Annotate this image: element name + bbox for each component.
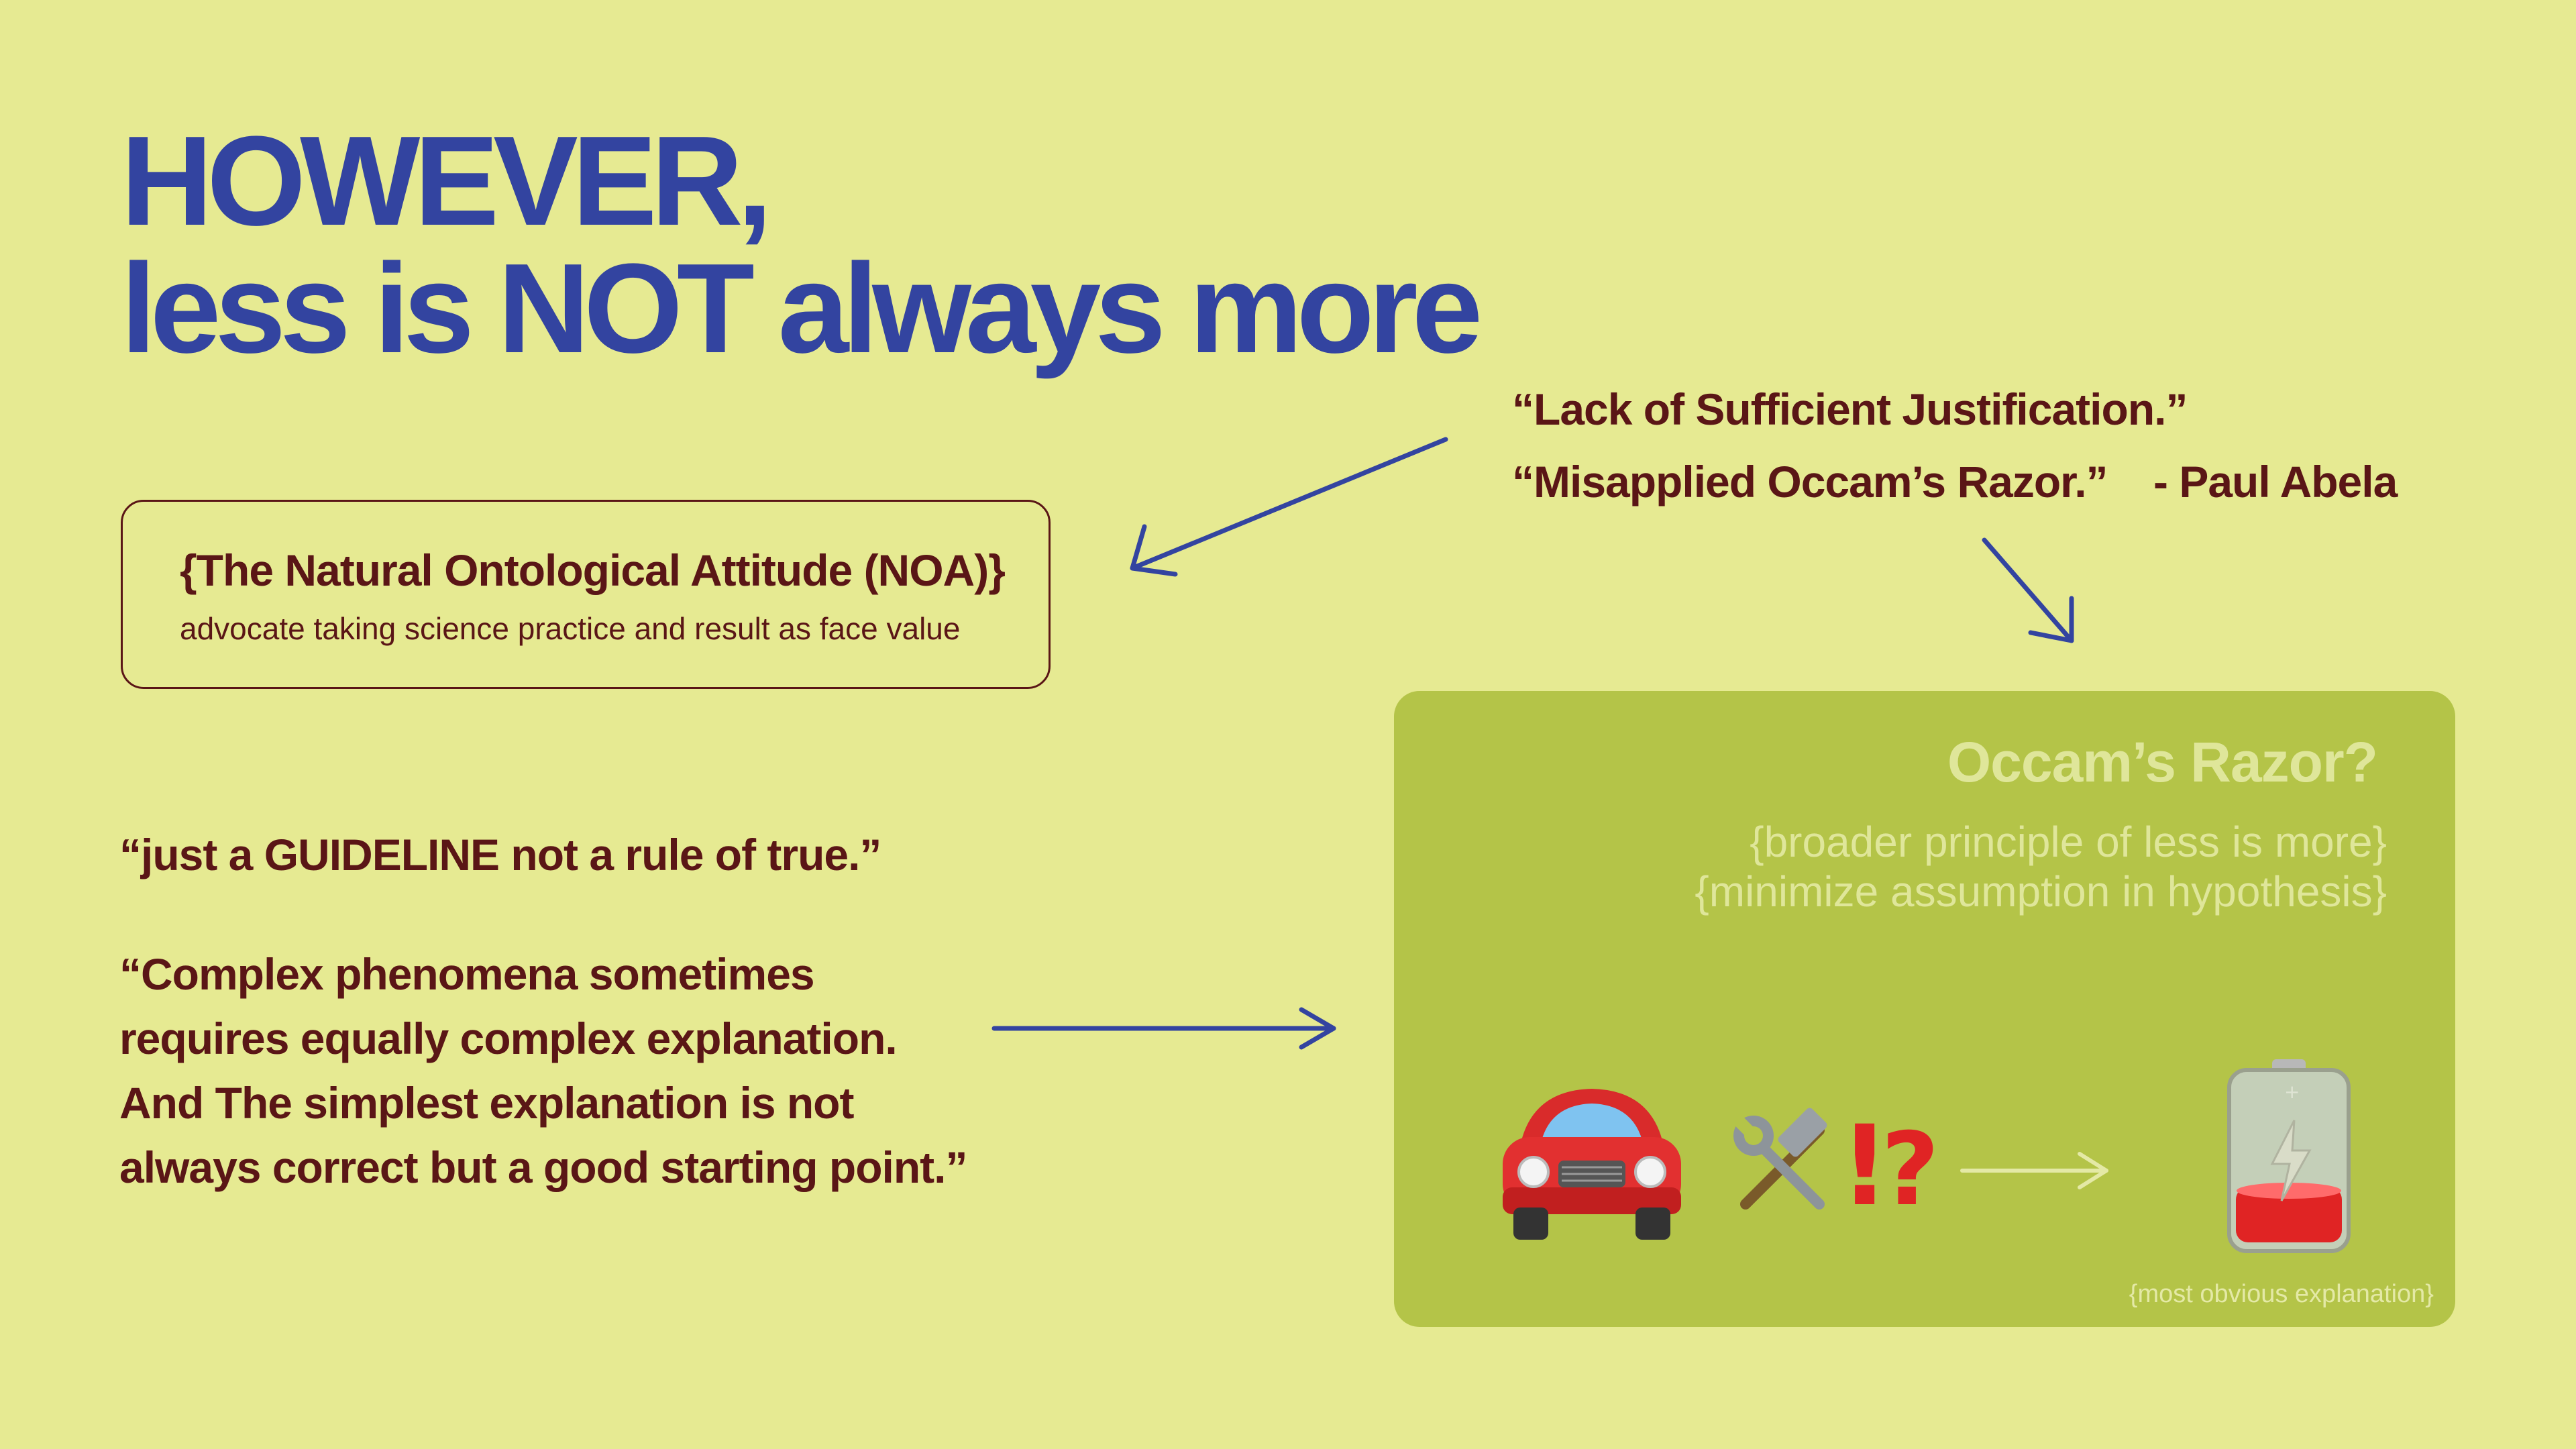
quote-complex-line-3: And The simplest explanation is not xyxy=(119,1078,854,1128)
exclamation-question-icon: ! ? xyxy=(1839,1104,1939,1218)
hammer-and-wrench-icon xyxy=(1733,1108,1827,1210)
occam-principle-1: {broader principle of less is more} xyxy=(1750,818,2387,866)
title-line-1: HOWEVER, xyxy=(121,110,773,252)
arrow-to-noa xyxy=(1130,437,1448,571)
low-battery-icon: + xyxy=(2227,1059,2351,1253)
quote-guideline: “just a GUIDELINE not a rule of true.” xyxy=(119,830,881,879)
quote-complex-line-2: requires equally complex explanation. xyxy=(119,1014,898,1063)
title-line-2: less is NOT always more xyxy=(121,237,1483,380)
occam-title: Occam’s Razor? xyxy=(1947,731,2378,794)
quote-complex-line-1: “Complex phenomena sometimes xyxy=(119,949,815,999)
occam-principles: {broader principle of less is more} {min… xyxy=(1695,817,2387,916)
quote-complex-line-4: always correct but a good starting point… xyxy=(119,1142,967,1192)
quote-author: - Paul Abela xyxy=(2153,457,2398,506)
svg-text:?: ? xyxy=(1881,1112,1939,1218)
svg-text:!: ! xyxy=(1839,1104,1890,1218)
noa-box xyxy=(121,500,1051,689)
quote-justification: “Lack of Sufficient Justification.” xyxy=(1512,384,2188,434)
svg-text:+: + xyxy=(2284,1081,2300,1103)
arrow-to-occam xyxy=(1982,537,2074,643)
quote-misapplied: “Misapplied Occam’s Razor.” xyxy=(1512,457,2108,506)
occam-principle-2: {minimize assumption in hypothesis} xyxy=(1695,867,2387,916)
noa-title: {The Natural Ontological Attitude (NOA)} xyxy=(180,545,1006,595)
noa-subtitle: advocate taking science practice and res… xyxy=(180,611,961,646)
occam-caption: {most obvious explanation} xyxy=(2129,1280,2434,1308)
quote-complex: “Complex phenomena sometimes requires eq… xyxy=(119,942,967,1199)
page-title: HOWEVER, less is NOT always more xyxy=(121,110,1483,380)
red-car-icon xyxy=(1503,1089,1681,1240)
